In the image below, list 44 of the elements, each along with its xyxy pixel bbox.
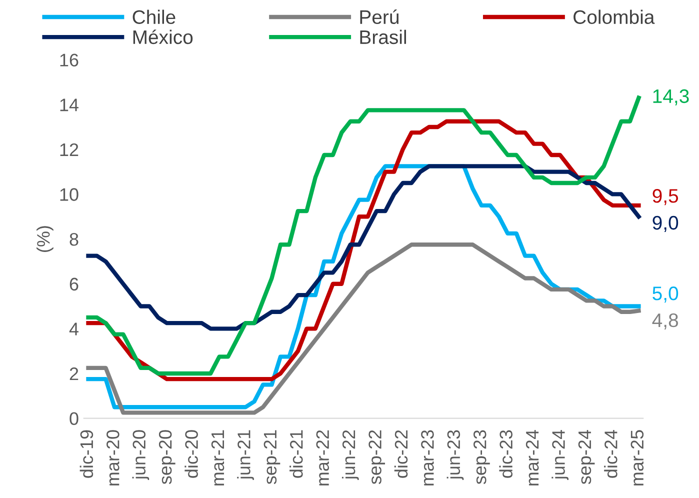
x-tick-label: dic-21 [290, 430, 303, 478]
x-tick-label: mar-24 [526, 430, 539, 486]
x-tick-label: jun-24 [552, 430, 568, 480]
x-tick-label: dic-19 [80, 430, 94, 478]
x-tick-label: jun-20 [132, 430, 150, 480]
x-tick-label: sep-24 [578, 430, 595, 484]
x-tick-label: mar-22 [316, 430, 330, 486]
legend-label: Colombia [574, 10, 655, 24]
x-tick-label: dic-24 [604, 430, 618, 478]
x-tick-label: sep-23 [473, 430, 490, 484]
annotation: 9,0 [652, 216, 678, 232]
y-tick-label: 16 [60, 54, 78, 66]
y-axis-title: (%) [36, 226, 54, 252]
x-tick-label: dic-23 [499, 430, 512, 478]
y-tick-label: 10 [60, 188, 78, 201]
x-tick-label: sep-21 [264, 430, 280, 484]
annotation: 14,3 [653, 89, 689, 106]
y-tick-label: 2 [70, 367, 78, 380]
annotation: 4,8 [652, 313, 678, 330]
y-tick-label: 6 [70, 278, 78, 291]
annotation: 5,0 [652, 286, 678, 303]
x-tick-label: jun-21 [237, 430, 254, 480]
x-tick-label: jun-23 [446, 430, 464, 480]
x-tick-label: sep-22 [368, 430, 385, 484]
y-tick-label: 0 [70, 412, 78, 426]
x-tick-label: jun-22 [342, 430, 359, 480]
legend-label: Perú [360, 9, 398, 24]
x-tick-label: mar-23 [421, 430, 434, 486]
x-tick-label: dic-22 [394, 430, 408, 478]
legend-label: Chile [132, 10, 176, 24]
legend-label: Brasil [360, 30, 406, 44]
x-tick-label: sep-20 [158, 430, 176, 484]
y-tick-label: 4 [69, 322, 78, 336]
y-tick-label: 14 [60, 98, 78, 112]
x-tick-label: mar-21 [211, 430, 224, 486]
x-tick-label: dic-20 [184, 430, 198, 478]
x-tick-label: mar-25 [630, 430, 644, 486]
line-series [86, 164, 641, 331]
y-tick-label: 12 [60, 143, 78, 156]
legend-label: México [133, 30, 193, 44]
x-tick-label: mar-20 [106, 430, 120, 486]
line-series [86, 242, 641, 415]
y-tick-label: 8 [70, 232, 78, 246]
annotation: 9,5 [652, 189, 678, 206]
